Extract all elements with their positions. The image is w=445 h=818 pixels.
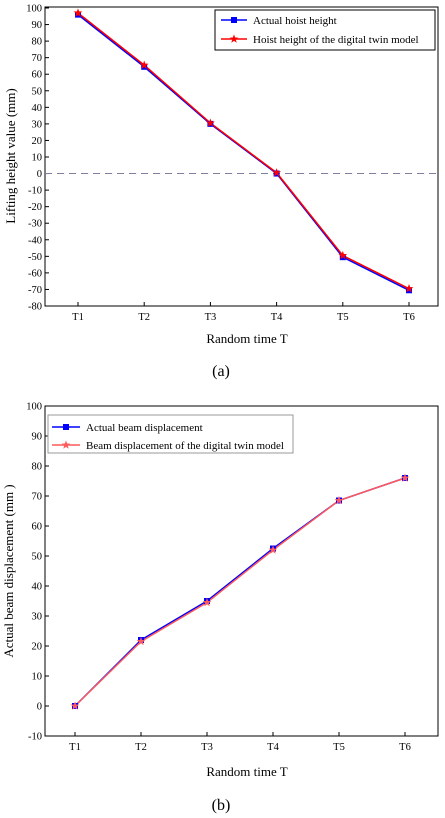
x-tick-label: T6 <box>403 312 415 323</box>
y-tick-label: 90 <box>32 432 43 443</box>
x-tick-label: T3 <box>201 742 213 753</box>
y-tick-label: -10 <box>28 186 42 197</box>
x-tick-label: T5 <box>337 312 349 323</box>
y-tick-label: 90 <box>32 20 43 31</box>
series-line-2 <box>74 477 406 707</box>
y-tick-label: 70 <box>32 492 43 503</box>
y-tick-label: 30 <box>32 119 43 130</box>
chart-b-caption: (b) <box>212 797 231 814</box>
legend-label: Hoist height of the digital twin model <box>253 34 419 46</box>
chart-a-series <box>73 8 414 294</box>
data-point-series-2 <box>334 495 344 505</box>
chart-b-legend-box <box>47 414 294 454</box>
x-tick-label: T5 <box>333 742 345 753</box>
series-line-1 <box>77 14 410 291</box>
data-point-series-2 <box>206 118 215 127</box>
x-tick-label: T4 <box>267 742 279 753</box>
y-tick-label: -30 <box>28 219 42 230</box>
y-tick-label: 60 <box>32 70 43 81</box>
y-tick-label: 10 <box>32 153 43 164</box>
legend-label: Actual hoist height <box>253 15 337 27</box>
y-tick-label: -20 <box>28 202 42 213</box>
legend-marker-2 <box>229 34 239 43</box>
data-point-series-2 <box>400 473 410 482</box>
legend-label: Beam displacement of the digital twin mo… <box>86 440 284 452</box>
y-tick-label: 80 <box>32 462 43 473</box>
y-tick-label: 20 <box>32 136 43 147</box>
y-tick-label: -40 <box>28 235 42 246</box>
data-point-series-2 <box>338 250 348 260</box>
data-point-series-2 <box>70 701 80 710</box>
y-tick-label: 60 <box>32 522 43 533</box>
legend-label: Actual beam displacement <box>86 422 203 434</box>
y-tick-label: 80 <box>32 37 43 48</box>
y-tick-label: 50 <box>32 86 43 97</box>
y-tick-label: 50 <box>32 552 43 563</box>
series-line-2 <box>77 12 410 290</box>
chart-a-plot-frame <box>44 6 439 307</box>
data-point-series-2 <box>202 597 212 607</box>
y-tick-label: 40 <box>32 103 43 114</box>
legend-marker-1 <box>231 17 237 23</box>
y-tick-label: -60 <box>28 268 42 279</box>
legend-marker-1 <box>63 424 69 430</box>
y-tick-label: 40 <box>32 582 43 593</box>
y-tick-label: 100 <box>26 4 42 15</box>
data-point-series-2 <box>268 545 278 554</box>
chart-a: 1009080706050403020100-10-20-30-40-50-60… <box>3 4 439 380</box>
data-point-series-2 <box>404 284 414 293</box>
y-tick-label: 0 <box>37 702 42 713</box>
y-tick-label: 100 <box>26 402 42 413</box>
chart-a-y-axis-title: Lifting height value (mm) <box>3 88 18 223</box>
y-tick-label: 0 <box>37 169 42 180</box>
x-tick-label: T1 <box>72 312 84 323</box>
data-point-series-2 <box>272 168 281 177</box>
chart-b-y-axis-title: Actual beam displacement (mm ) <box>1 484 16 657</box>
data-point-series-2 <box>136 636 146 646</box>
data-point-series-2 <box>73 8 83 17</box>
chart-a-y-ticks: 1009080706050403020100-10-20-30-40-50-60… <box>26 4 49 313</box>
x-tick-label: T1 <box>69 742 81 753</box>
y-tick-label: -10 <box>28 732 42 743</box>
x-tick-label: T6 <box>399 742 411 753</box>
chart-b-x-ticks: T1 T2 T3 T4 T5 T6 <box>69 732 411 753</box>
x-tick-label: T2 <box>135 742 147 753</box>
chart-a-x-axis-title: Random time T <box>206 331 287 346</box>
y-tick-label: 10 <box>32 672 43 683</box>
y-tick-label: 70 <box>32 53 43 64</box>
chart-a-caption: (a) <box>212 363 230 380</box>
chart-a-x-ticks: T1 T2 T3 T4 T5 T6 <box>72 302 415 323</box>
chart-b-series <box>70 473 410 710</box>
x-tick-label: T3 <box>205 312 217 323</box>
x-tick-label: T2 <box>138 312 150 323</box>
chart-a-legend-box <box>214 9 436 51</box>
y-tick-label: -50 <box>28 252 42 263</box>
x-tick-label: T4 <box>271 312 283 323</box>
y-tick-label: -70 <box>28 285 42 296</box>
data-point-series-2 <box>139 60 149 69</box>
series-line-1 <box>74 477 406 707</box>
legend-marker-2 <box>61 440 71 449</box>
y-tick-label: -80 <box>28 302 42 313</box>
chart-a-legend: Actual hoist height Hoist height of the d… <box>214 9 436 51</box>
y-tick-label: 20 <box>32 642 43 653</box>
y-tick-label: 30 <box>32 612 43 623</box>
chart-b-x-axis-title: Random time T <box>206 764 287 779</box>
chart-b-plot-frame <box>44 405 439 737</box>
chart-b-legend: Actual beam displacement Beam displacemen… <box>47 414 294 454</box>
